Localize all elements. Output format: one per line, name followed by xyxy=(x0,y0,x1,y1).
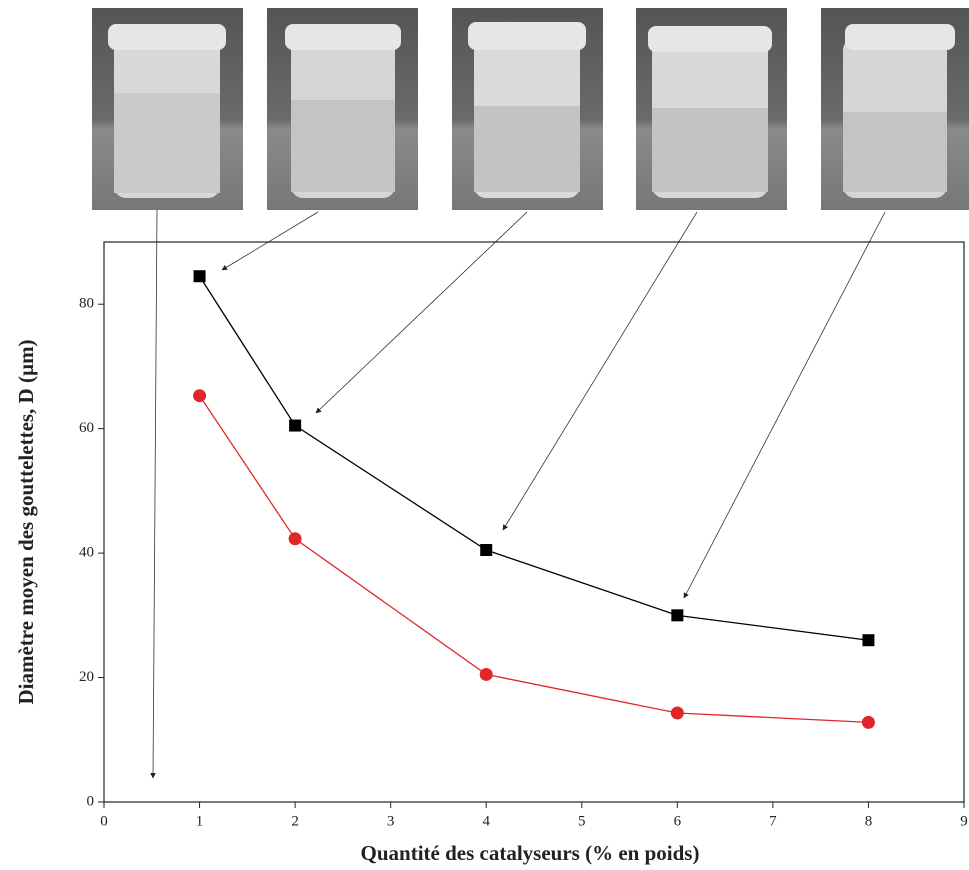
marker xyxy=(861,715,875,729)
plot-frame xyxy=(103,241,965,803)
marker xyxy=(862,634,875,647)
x-tick-label: 4 xyxy=(482,813,490,829)
photo xyxy=(267,8,418,210)
marker xyxy=(193,270,206,283)
arrows xyxy=(150,209,886,779)
x-tick-label: 5 xyxy=(578,813,586,829)
marker xyxy=(193,389,207,403)
photo xyxy=(821,8,969,210)
photo xyxy=(452,8,603,210)
marker xyxy=(288,532,302,546)
x-tick-label: 0 xyxy=(100,813,108,829)
x-axis-label: Quantité des catalyseurs (% en poids) xyxy=(361,841,700,865)
x-tick-label: 7 xyxy=(769,813,777,829)
x-tick-label: 2 xyxy=(291,813,299,829)
y-tick-label: 40 xyxy=(79,545,94,561)
y-tick-label: 60 xyxy=(79,420,94,436)
x-tick-label: 8 xyxy=(865,813,873,829)
photo xyxy=(636,8,787,210)
marker xyxy=(480,544,493,556)
x-tick-label: 9 xyxy=(960,813,968,829)
series-line xyxy=(199,395,869,724)
y-tick-label: 0 xyxy=(87,793,95,809)
photo xyxy=(92,8,243,210)
x-tick-label: 1 xyxy=(196,813,204,829)
x-tick-label: 6 xyxy=(674,813,682,829)
marker xyxy=(670,706,684,720)
x-tick-label: 3 xyxy=(387,813,395,829)
marker xyxy=(289,419,302,432)
y-tick-label: 20 xyxy=(79,669,94,685)
y-tick-label: 80 xyxy=(79,296,94,312)
marker xyxy=(479,667,493,681)
series-line xyxy=(199,275,869,641)
photos xyxy=(92,8,969,210)
y-axis-label: Diamètre moyen des gouttelettes, D (µm) xyxy=(14,339,38,704)
marker xyxy=(671,609,684,622)
